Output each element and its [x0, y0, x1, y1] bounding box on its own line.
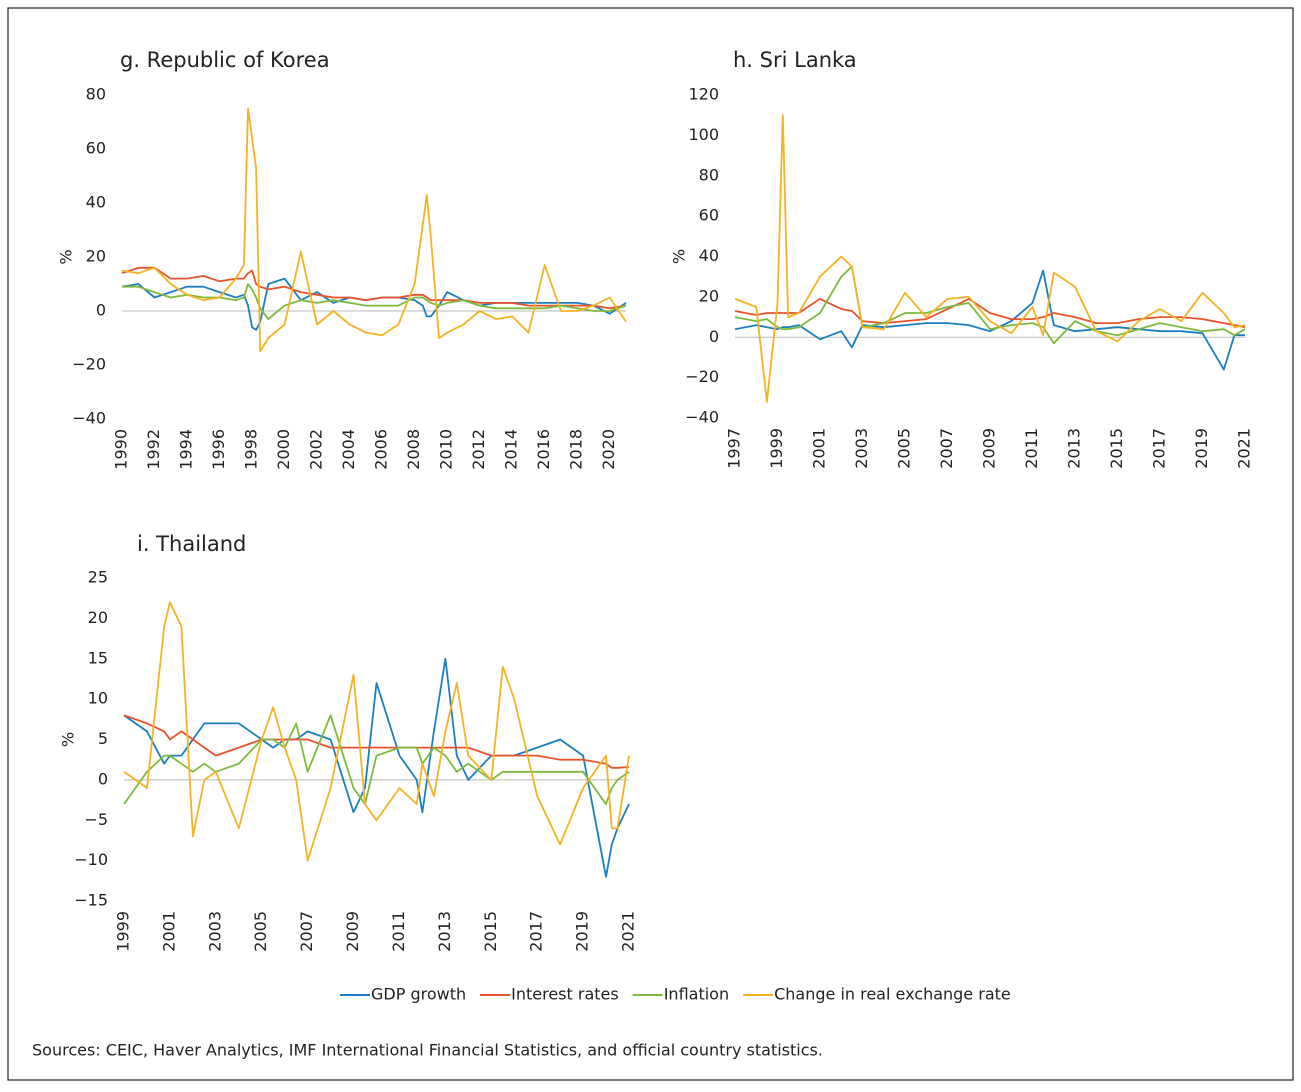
y-tick-label: 0 [96, 301, 106, 320]
x-tick-label: 1998 [242, 429, 261, 470]
series-line [123, 714, 630, 769]
frame [7, 7, 1294, 1081]
y-tick-label: −10 [74, 850, 108, 869]
y-tick-label: 80 [699, 165, 719, 184]
source-note: Sources: CEIC, Haver Analytics, IMF Inte… [32, 1041, 823, 1060]
y-tick-label: −20 [685, 367, 719, 386]
series-line [123, 657, 630, 878]
x-tick-label: 2001 [810, 428, 829, 469]
y-tick-label: −15 [74, 891, 108, 910]
y-tick-label: 0 [98, 769, 108, 788]
x-tick-label: 2011 [1022, 428, 1041, 469]
y-tick-label: −40 [685, 408, 719, 427]
y-tick-label: 15 [88, 648, 108, 667]
x-tick-label: 1997 [725, 428, 744, 469]
x-tick-label: 2008 [404, 429, 423, 470]
series-line [734, 114, 1246, 403]
y-tick-label: 5 [98, 729, 108, 748]
x-tick-label: 2009 [343, 911, 362, 952]
x-tick-label: 2017 [1150, 428, 1169, 469]
legend-label: Interest rates [511, 985, 619, 1004]
x-tick-label: 1999 [114, 911, 133, 952]
x-tick-label: 2013 [435, 911, 454, 952]
y-tick-label: 20 [699, 286, 719, 305]
x-tick-label: 2021 [1235, 428, 1254, 469]
series-line [734, 265, 1246, 345]
x-tick-label: 2005 [895, 428, 914, 469]
x-tick-label: 2003 [852, 428, 871, 469]
x-tick-label: 2005 [251, 911, 270, 952]
chart-title: g. Republic of Korea [120, 48, 330, 72]
x-tick-label: 2006 [372, 429, 391, 470]
y-tick-label: −40 [72, 409, 106, 428]
x-tick-label: 2004 [339, 429, 358, 470]
y-tick-label: −5 [84, 810, 108, 829]
x-tick-label: 2003 [205, 911, 224, 952]
x-tick-label: 2021 [619, 911, 638, 952]
y-tick-label: 0 [709, 327, 719, 346]
y-tick-label: −20 [72, 355, 106, 374]
y-axis-label: % [59, 732, 78, 747]
series-line [122, 283, 627, 320]
y-tick-label: 60 [699, 206, 719, 225]
chart-title: i. Thailand [137, 532, 246, 556]
x-tick-label: 2001 [159, 911, 178, 952]
x-tick-label: 1992 [144, 429, 163, 470]
x-tick-label: 2014 [502, 429, 521, 470]
legend-label: GDP growth [371, 985, 466, 1004]
y-axis-label: % [57, 249, 76, 264]
legend-label: Change in real exchange rate [774, 985, 1011, 1004]
x-tick-label: 2020 [599, 429, 618, 470]
y-tick-label: 20 [88, 608, 108, 627]
x-tick-label: 2007 [297, 911, 316, 952]
y-tick-label: 120 [688, 85, 719, 104]
y-tick-label: 40 [86, 193, 106, 212]
series-line [121, 277, 627, 331]
x-tick-label: 2012 [469, 429, 488, 470]
y-tick-label: 40 [699, 246, 719, 265]
series-line [123, 601, 630, 862]
x-tick-label: 1999 [767, 428, 786, 469]
y-tick-label: 10 [88, 689, 108, 708]
x-tick-label: 1996 [209, 429, 228, 470]
x-tick-label: 2011 [389, 911, 408, 952]
series-line [123, 714, 630, 805]
y-tick-label: 100 [688, 125, 719, 144]
x-tick-label: 2015 [481, 911, 500, 952]
legend-label: Inflation [664, 985, 729, 1004]
x-tick-label: 1990 [112, 429, 131, 470]
series-line [734, 269, 1245, 371]
x-tick-label: 1994 [177, 429, 196, 470]
series-line [121, 266, 627, 310]
x-tick-label: 2013 [1065, 428, 1084, 469]
x-tick-label: 2017 [527, 911, 546, 952]
x-tick-label: 2019 [1192, 428, 1211, 469]
series-line [121, 107, 627, 353]
y-tick-label: 20 [86, 247, 106, 266]
y-axis-label: % [670, 249, 689, 264]
y-tick-label: 25 [88, 568, 108, 587]
x-tick-label: 2007 [937, 428, 956, 469]
y-tick-label: 80 [86, 85, 106, 104]
x-tick-label: 2019 [573, 911, 592, 952]
x-tick-label: 2009 [980, 428, 999, 469]
chart-title: h. Sri Lanka [733, 48, 857, 72]
x-tick-label: 2015 [1107, 428, 1126, 469]
x-tick-label: 2002 [307, 429, 326, 470]
y-tick-label: 60 [86, 139, 106, 158]
x-tick-label: 2016 [534, 429, 553, 470]
x-tick-label: 2018 [567, 429, 586, 470]
x-tick-label: 2010 [437, 429, 456, 470]
x-tick-label: 2000 [274, 429, 293, 470]
